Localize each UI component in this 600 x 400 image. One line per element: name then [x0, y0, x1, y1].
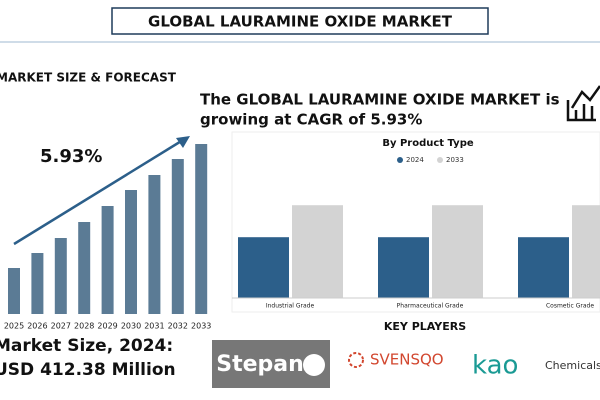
- page-title: GLOBAL LAURAMINE OXIDE MARKET: [148, 13, 453, 31]
- headline: The GLOBAL LAURAMINE OXIDE MARKET is: [200, 91, 560, 109]
- market-size-label: Market Size, 2024:: [0, 336, 173, 356]
- bar: [54, 238, 67, 314]
- x-tick-label: 2031: [144, 322, 164, 331]
- x-tick-label: 2030: [121, 322, 141, 331]
- x-tick-label: 2029: [97, 322, 117, 331]
- bar: [101, 206, 114, 314]
- logo-text: kao: [472, 351, 518, 381]
- x-tick-label: 2028: [74, 322, 94, 331]
- headline: growing at CAGR of 5.93%: [200, 111, 422, 129]
- trend-arrow: [13, 138, 184, 246]
- annotation: 5.93%: [40, 146, 102, 167]
- key-players-title: KEY PLAYERS: [384, 320, 466, 333]
- bar: [171, 159, 184, 314]
- bar: [238, 237, 289, 298]
- chart-title: By Product Type: [382, 138, 474, 149]
- bar: [432, 205, 483, 298]
- bar: [292, 205, 343, 298]
- x-tick-label: Pharmaceutical Grade: [397, 303, 464, 310]
- legend-label: 2033: [446, 156, 464, 164]
- x-tick-label: 2025: [4, 322, 24, 331]
- x-tick-label: Industrial Grade: [266, 303, 315, 310]
- x-tick-label: 2032: [168, 322, 188, 331]
- logo-subtitle: Chemicals E: [545, 359, 600, 372]
- bar: [31, 253, 44, 314]
- bar: [572, 205, 600, 298]
- icon: [566, 85, 600, 122]
- x-tick-label: 2033: [191, 322, 211, 331]
- arrow-head: [176, 136, 190, 148]
- x-tick-label: 2027: [51, 322, 71, 331]
- logo-mark: [303, 354, 325, 376]
- bar: [78, 222, 91, 314]
- title-box: [111, 7, 489, 35]
- legend-swatch: [397, 157, 403, 163]
- legend-swatch: [437, 157, 443, 163]
- legend-label: 2024: [406, 156, 424, 164]
- x-tick-label: 2026: [27, 322, 47, 331]
- logo-text: SVENSQO: [370, 351, 444, 369]
- bar: [148, 175, 161, 314]
- logo-mark: [348, 352, 364, 368]
- x-tick-label: Cosmetic Grade: [546, 303, 594, 310]
- bar: [125, 190, 137, 314]
- bar: [518, 237, 569, 298]
- bar: [378, 237, 429, 298]
- logo-text: Stepan: [216, 352, 304, 377]
- chart-title: MARKET SIZE & FORECAST: [0, 71, 177, 85]
- bar: [195, 144, 208, 314]
- bar: [8, 268, 20, 314]
- market-size-value: USD 412.38 Million: [0, 360, 176, 380]
